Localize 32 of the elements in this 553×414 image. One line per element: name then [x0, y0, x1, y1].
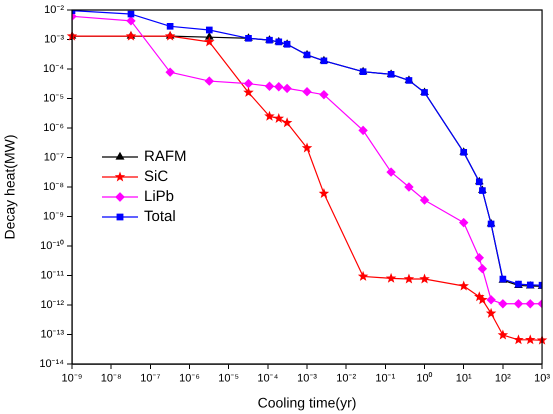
y-tick-label: 10⁻⁹	[43, 210, 64, 223]
y-tick-label: 10⁻⁴	[43, 63, 64, 76]
x-tick-label: 10⁰	[416, 372, 433, 385]
x-tick-label: 10⁻⁶	[179, 372, 200, 385]
x-tick-label: 10²	[494, 372, 512, 385]
x-tick-label: 10⁻⁴	[257, 372, 279, 385]
x-tick-label: 10⁻⁸	[100, 372, 122, 385]
y-tick-label: 10⁻⁶	[43, 122, 64, 134]
y-tick-label: 10⁻⁷	[44, 152, 64, 164]
y-tick-label: 10⁻³	[44, 34, 64, 46]
x-tick-label: 10³	[534, 372, 550, 385]
legend-label: RAFM	[144, 148, 186, 166]
x-tick-label: 10⁻⁷	[140, 372, 160, 385]
x-tick-label: 10⁻⁵	[218, 372, 240, 385]
x-tick-label: 10⁻⁹	[62, 372, 82, 385]
x-tick-label: 10¹	[456, 372, 472, 385]
y-tick-label: 10⁻¹⁰	[40, 239, 64, 252]
legend-label: Total	[144, 208, 176, 226]
x-tick-label: 10⁻¹	[375, 372, 396, 385]
y-tick-label: 10⁻¹⁴	[39, 358, 64, 370]
y-tick-label: 10⁻⁵	[43, 92, 64, 105]
y-tick-label: 10⁻¹²	[40, 299, 64, 312]
x-axis-title: Cooling time(yr)	[258, 394, 356, 410]
legend-label: LiPb	[144, 188, 174, 206]
y-axis-title: Decay heat(MW)	[1, 134, 18, 240]
y-tick-label: 10⁻⁸	[43, 181, 64, 194]
x-tick-label: 10⁻³	[297, 372, 318, 385]
y-tick-label: 10⁻¹¹	[40, 270, 64, 282]
y-tick-label: 10⁻¹³	[40, 328, 64, 341]
legend-label: SiC	[144, 168, 168, 186]
y-tick-label: 10⁻²	[44, 4, 64, 16]
x-tick-label: 10⁻²	[336, 372, 356, 385]
